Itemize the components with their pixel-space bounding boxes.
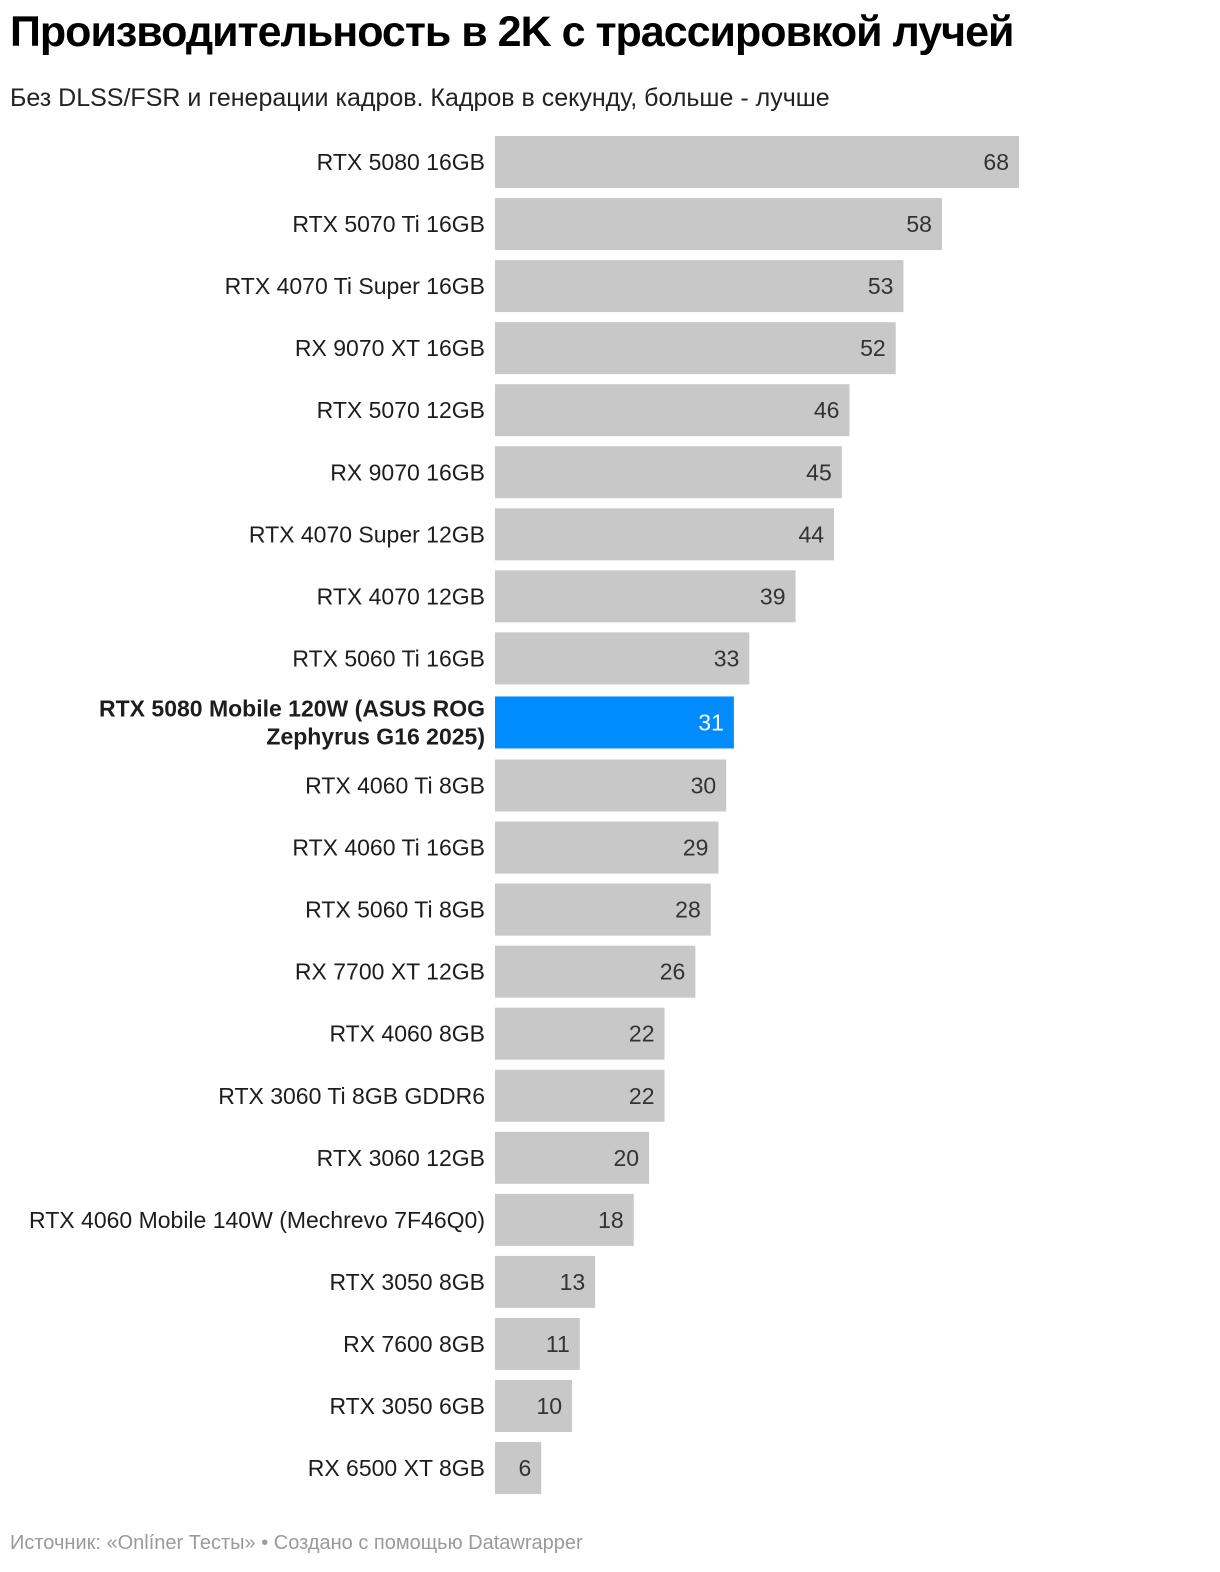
bar-value-label: 28 (675, 897, 701, 923)
bar-row: 68 RTX 5080 16GB (317, 136, 1019, 188)
bar-category-label: RTX 5080 Mobile 120W (ASUS ROG Zephyrus G… (99, 695, 485, 749)
chart-subtitle: Без DLSS/FSR и генерации кадров. Кадров … (10, 84, 830, 112)
bar-row: 45 RX 9070 16GB (330, 446, 842, 499)
bar-value-label: 11 (546, 1331, 570, 1357)
bar-value-label: 30 (691, 773, 717, 799)
bar-category-label: RTX 4070 Super 12GB (249, 521, 485, 547)
bar-row: 44 RTX 4070 Super 12GB (249, 508, 835, 561)
bar-value-label: 29 (683, 835, 709, 861)
bar-row: 28 RTX 5060 Ti 8GB (305, 883, 711, 936)
bar (495, 1442, 542, 1495)
bar-value-label: 13 (560, 1269, 586, 1295)
bar-value-label: 31 (698, 709, 724, 735)
bar (495, 1069, 665, 1122)
bar-row: 22 RTX 3060 Ti 8GB GDDR6 (218, 1069, 665, 1122)
bar-row: 33 RTX 5060 Ti 16GB (292, 632, 750, 685)
bar-category-label: RX 9070 16GB (330, 459, 485, 485)
bar-row: 18 RTX 4060 Mobile 140W (Mechrevo 7F46Q0) (29, 1193, 634, 1246)
chart-title: Производительность в 2K с трассировкой л… (10, 8, 1014, 56)
bar-row: 26 RX 7700 XT 12GB (295, 945, 696, 998)
bar (495, 945, 696, 998)
bar-row: 20 RTX 3060 12GB (317, 1131, 650, 1184)
chart-footer: Источник: «Onlíner Тесты» • Создано с по… (10, 1532, 583, 1554)
bar (495, 570, 796, 623)
bar (495, 1255, 596, 1308)
bar-category-label: RX 9070 XT 16GB (295, 335, 485, 361)
bar-row: 39 RTX 4070 12GB (317, 570, 796, 623)
bar-category-label: RTX 5070 Ti 16GB (292, 211, 485, 237)
bar (495, 759, 727, 812)
bar-row: 10 RTX 3050 6GB (329, 1380, 573, 1432)
bar-value-label: 39 (760, 583, 786, 609)
bar-row: 22 RTX 4060 8GB (329, 1007, 665, 1060)
bar-value-label: 22 (629, 1021, 655, 1047)
bar (495, 696, 734, 749)
bar-category-label: RTX 4060 Mobile 140W (Mechrevo 7F46Q0) (29, 1207, 485, 1233)
bar-category-label: RTX 3050 8GB (329, 1269, 485, 1295)
bar-category-label: RTX 3060 Ti 8GB GDDR6 (218, 1083, 485, 1109)
bar-row: 58 RTX 5070 Ti 16GB (292, 198, 942, 251)
bar (495, 883, 711, 936)
bar (495, 508, 835, 561)
bar-category-label: RX 6500 XT 8GB (308, 1455, 485, 1481)
bar-row: 53 RTX 4070 Ti Super 16GB (225, 260, 904, 313)
bar (495, 1131, 650, 1184)
bar-value-label: 53 (868, 273, 894, 299)
bar-row: 13 RTX 3050 8GB (329, 1255, 596, 1308)
bar-value-label: 20 (614, 1145, 640, 1171)
bar-category-label: RTX 5060 Ti 8GB (305, 897, 485, 923)
bar-row: 46 RTX 5070 12GB (317, 384, 850, 437)
bar-row: 30 RTX 4060 Ti 8GB (305, 759, 727, 812)
bar-row: 6 RX 6500 XT 8GB (308, 1442, 542, 1495)
bar-value-label: 26 (660, 959, 686, 985)
bar-row: 52 RX 9070 XT 16GB (295, 322, 896, 375)
bar (495, 1317, 580, 1370)
bar-value-label: 6 (518, 1455, 531, 1481)
bar-value-label: 58 (906, 211, 932, 237)
bar-category-label: RTX 4070 Ti Super 16GB (225, 273, 485, 299)
bar-category-label: RTX 5060 Ti 16GB (292, 645, 485, 671)
bar-value-label: 46 (814, 397, 840, 423)
bar-value-label: 68 (983, 149, 1009, 175)
bar-category-label: RTX 3060 12GB (317, 1145, 485, 1171)
bar-row: 29 RTX 4060 Ti 16GB (292, 821, 719, 874)
bar-row: 11 RX 7600 8GB (343, 1317, 580, 1370)
bar (495, 1193, 634, 1246)
bar (495, 136, 1019, 188)
bar (495, 1380, 573, 1432)
bar-category-label: RX 7700 XT 12GB (295, 959, 485, 985)
bar-value-label: 52 (860, 335, 886, 361)
bar (495, 632, 750, 685)
bar-category-label: RTX 4070 12GB (317, 583, 485, 609)
bar-category-label: RTX 4060 Ti 16GB (292, 835, 485, 861)
bar (495, 384, 850, 437)
bar-category-label: RTX 5070 12GB (317, 397, 485, 423)
bar-value-label: 22 (629, 1083, 655, 1109)
bar-category-label: RTX 3050 6GB (329, 1393, 485, 1419)
bar-value-label: 33 (714, 645, 740, 671)
bar-category-label: RTX 4060 8GB (329, 1021, 485, 1047)
bar (495, 260, 904, 313)
bar-category-label: RX 7600 8GB (343, 1331, 485, 1357)
bar-category-label: RTX 4060 Ti 8GB (305, 773, 485, 799)
bar-category-label: RTX 5080 16GB (317, 149, 485, 175)
bar (495, 446, 842, 499)
bar (495, 198, 942, 251)
bar-value-label: 45 (806, 459, 832, 485)
bar-row: 31 RTX 5080 Mobile 120W (ASUS ROG Zephyrus… (99, 695, 734, 749)
bar-value-label: 44 (798, 521, 824, 547)
bar-value-label: 18 (598, 1207, 624, 1233)
bar-value-label: 10 (536, 1393, 562, 1419)
bar (495, 322, 896, 375)
bar (495, 821, 719, 874)
bar (495, 1007, 665, 1060)
